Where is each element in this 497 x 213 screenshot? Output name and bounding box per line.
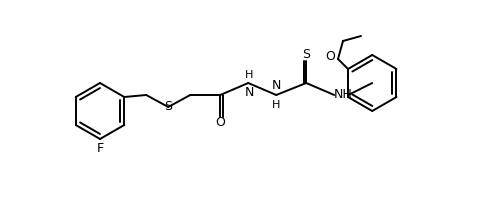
Text: O: O	[325, 49, 335, 62]
Text: S: S	[164, 101, 172, 114]
Text: F: F	[96, 142, 103, 155]
Text: NH: NH	[334, 88, 353, 102]
Text: H: H	[272, 100, 280, 110]
Text: H: H	[245, 70, 253, 80]
Text: O: O	[215, 117, 225, 130]
Text: S: S	[302, 49, 310, 62]
Text: N: N	[271, 79, 281, 92]
Text: N: N	[245, 86, 254, 99]
